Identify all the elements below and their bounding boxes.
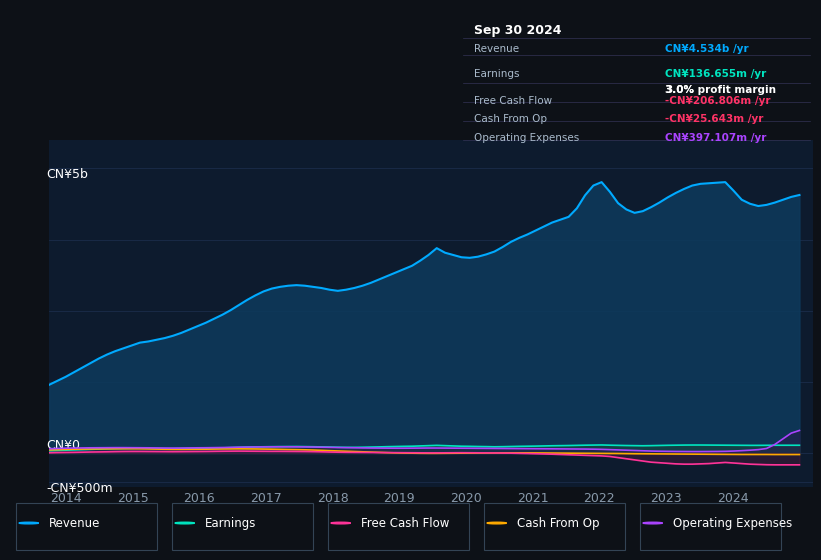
Text: Free Cash Flow: Free Cash Flow [361, 516, 450, 530]
Text: Operating Expenses: Operating Expenses [474, 133, 579, 143]
Text: CN¥0: CN¥0 [46, 440, 80, 452]
Text: -CN¥206.806m /yr: -CN¥206.806m /yr [665, 96, 771, 106]
Bar [172, 503, 313, 550]
Text: CN¥4.534b /yr: CN¥4.534b /yr [665, 44, 749, 54]
Text: Cash From Op: Cash From Op [474, 114, 547, 124]
Text: Revenue: Revenue [474, 44, 519, 54]
Bar [640, 503, 781, 550]
Text: Earnings: Earnings [205, 516, 257, 530]
Text: CN¥136.655m /yr: CN¥136.655m /yr [665, 69, 767, 79]
Text: CN¥397.107m /yr: CN¥397.107m /yr [665, 133, 767, 143]
Circle shape [487, 522, 507, 524]
Circle shape [175, 522, 195, 524]
Bar [16, 503, 157, 550]
Text: 3.0%: 3.0% [665, 85, 695, 95]
Circle shape [643, 522, 663, 524]
Text: -CN¥500m: -CN¥500m [46, 482, 112, 494]
Text: Sep 30 2024: Sep 30 2024 [474, 24, 562, 37]
Text: Earnings: Earnings [474, 69, 519, 79]
Text: CN¥5b: CN¥5b [46, 169, 88, 181]
Text: Cash From Op: Cash From Op [517, 516, 599, 530]
Bar [328, 503, 469, 550]
Text: Free Cash Flow: Free Cash Flow [474, 96, 552, 106]
Text: 3.0% profit margin: 3.0% profit margin [665, 85, 776, 95]
Bar [484, 503, 625, 550]
Text: Operating Expenses: Operating Expenses [673, 516, 792, 530]
Text: -CN¥25.643m /yr: -CN¥25.643m /yr [665, 114, 764, 124]
Text: Revenue: Revenue [49, 516, 101, 530]
Circle shape [331, 522, 351, 524]
Circle shape [19, 522, 39, 524]
